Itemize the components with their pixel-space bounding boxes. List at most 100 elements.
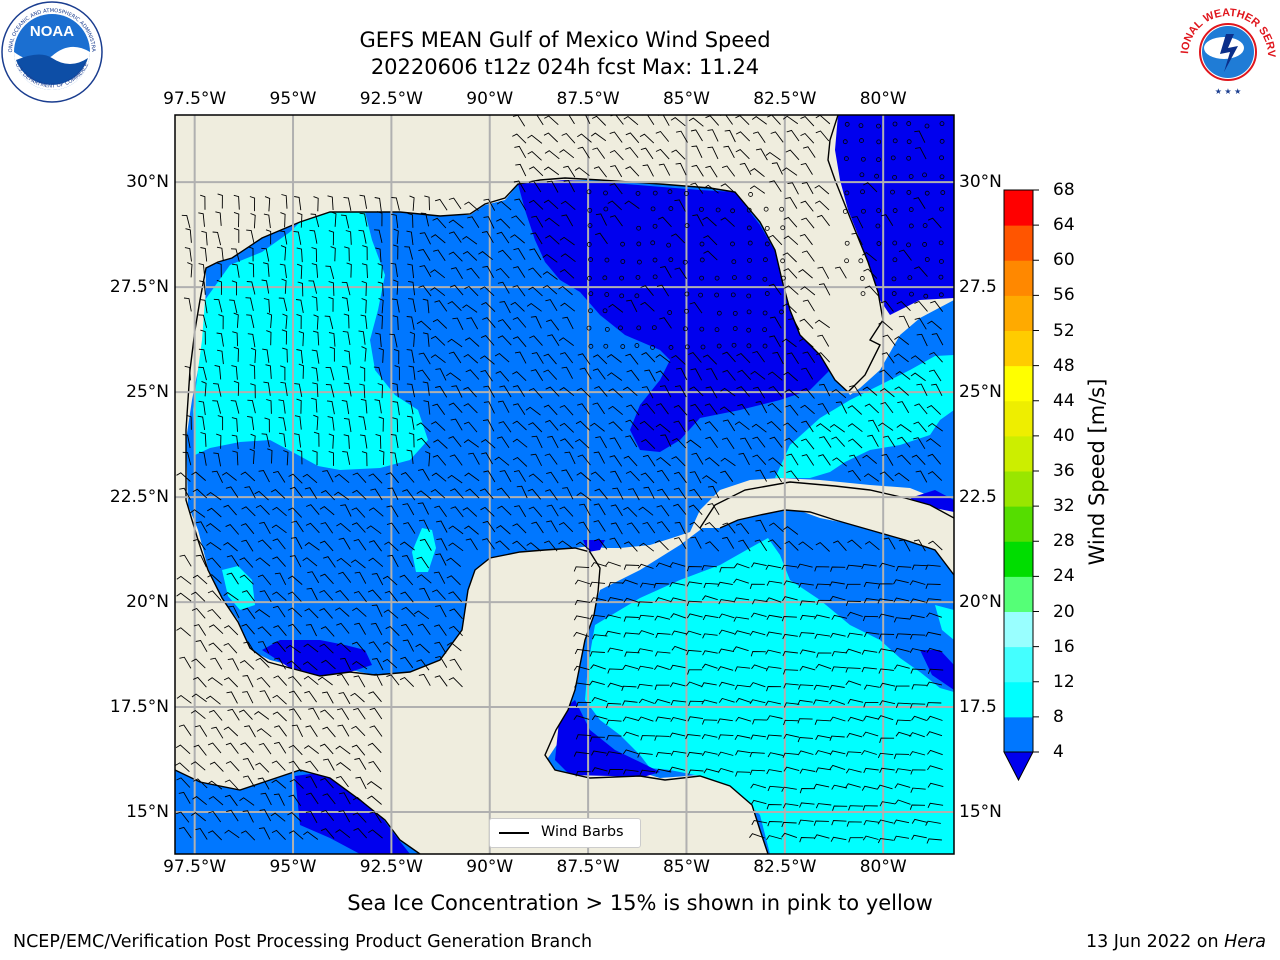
wind-barb xyxy=(654,540,669,551)
wind-barb xyxy=(483,198,496,211)
wind-barb xyxy=(211,726,224,739)
wind-barb xyxy=(703,250,718,261)
wind-barb xyxy=(895,633,911,639)
calm-wind-marker xyxy=(874,173,879,179)
wind-barb xyxy=(559,387,575,397)
wind-barb xyxy=(181,214,191,229)
calm-wind-marker xyxy=(619,293,625,299)
wind-barb xyxy=(384,590,398,602)
wind-barb xyxy=(371,673,383,686)
wind-barb xyxy=(898,315,910,329)
wind-barb xyxy=(335,745,351,755)
calm-wind-marker xyxy=(636,241,642,247)
wind-barb xyxy=(368,760,382,773)
wind-barb xyxy=(408,365,416,380)
wind-barb xyxy=(752,719,768,725)
wind-barb xyxy=(296,247,303,263)
wind-barb xyxy=(559,149,575,159)
wind-barb xyxy=(482,538,495,550)
wind-barb xyxy=(278,297,288,312)
wind-barb xyxy=(690,403,704,416)
calm-wind-marker xyxy=(844,258,849,264)
wind-barb xyxy=(749,769,766,776)
wind-barb xyxy=(766,769,782,775)
wind-barb xyxy=(829,716,846,722)
calm-wind-marker xyxy=(668,206,674,211)
wind-barb xyxy=(271,779,287,789)
wind-barb xyxy=(559,506,574,517)
wind-barb xyxy=(328,230,335,246)
wind-barb xyxy=(430,234,446,244)
wind-barb xyxy=(368,557,384,567)
wind-barb xyxy=(641,115,655,126)
calm-wind-marker xyxy=(731,259,737,265)
wind-barb xyxy=(671,354,686,365)
calm-wind-marker xyxy=(892,240,898,246)
wind-barb xyxy=(176,694,192,704)
wind-barb xyxy=(573,751,590,757)
wind-barb xyxy=(479,286,495,297)
calm-wind-marker xyxy=(746,327,752,333)
calm-wind-marker xyxy=(844,190,850,196)
wind-barb xyxy=(378,347,384,363)
wind-barb xyxy=(209,761,224,772)
lon-tick-label-top: 82.5°W xyxy=(753,89,817,109)
wind-barb xyxy=(797,737,813,743)
wind-barb xyxy=(783,733,800,739)
wind-barb xyxy=(358,330,366,345)
calm-wind-marker xyxy=(762,327,768,333)
wind-barb xyxy=(815,750,831,756)
wind-barb xyxy=(749,583,765,590)
wind-barb xyxy=(814,719,830,725)
wind-barb xyxy=(784,389,800,399)
wind-barb xyxy=(528,166,544,177)
wind-barb xyxy=(250,383,256,399)
wind-barb xyxy=(831,784,848,790)
wind-barb xyxy=(288,690,302,702)
footer-date: 13 Jun 2022 on Hera xyxy=(1086,932,1266,952)
wind-barb xyxy=(328,450,334,466)
wind-barb xyxy=(702,633,718,639)
calm-wind-marker xyxy=(636,325,642,331)
wind-barb xyxy=(546,471,559,484)
wind-barb xyxy=(297,281,304,297)
wind-barb xyxy=(609,183,623,195)
wind-barb xyxy=(371,658,384,671)
wind-barb xyxy=(416,659,430,671)
wind-barb xyxy=(894,783,911,789)
wind-barb xyxy=(296,313,302,330)
wind-barb xyxy=(231,280,238,296)
wind-barb xyxy=(320,828,335,839)
wind-barb xyxy=(400,472,415,483)
wind-barb xyxy=(250,347,257,364)
wind-barb xyxy=(354,571,367,584)
wind-barb xyxy=(386,522,400,534)
wind-barb xyxy=(766,421,782,431)
wind-barb xyxy=(207,830,223,841)
calm-wind-marker xyxy=(859,138,864,143)
wind-barb xyxy=(782,669,799,675)
wind-barb xyxy=(498,421,512,433)
wind-barb xyxy=(274,572,287,585)
wind-barb xyxy=(281,278,287,294)
wind-barb xyxy=(720,457,736,467)
wind-barb xyxy=(497,319,512,330)
calm-wind-marker xyxy=(892,138,898,144)
wind-barb xyxy=(670,613,687,619)
footer-host: Hera xyxy=(1224,932,1266,952)
noaa-logo: NOAA NATIONAL OCEANIC AND ATMOSPHERIC AD… xyxy=(0,0,103,103)
wind-barb xyxy=(686,613,703,619)
calm-wind-marker xyxy=(858,258,864,264)
wind-barb xyxy=(228,605,240,619)
wind-barb xyxy=(702,216,717,227)
wind-barb xyxy=(336,762,351,771)
calm-wind-marker xyxy=(700,344,706,350)
wind-barb xyxy=(259,809,272,822)
wind-barb xyxy=(816,652,832,658)
wind-barb xyxy=(530,453,543,467)
calm-wind-marker xyxy=(652,274,658,280)
wind-barb xyxy=(797,563,813,569)
wind-barb xyxy=(448,591,462,602)
wind-barb xyxy=(513,180,526,193)
wind-barb xyxy=(915,147,927,160)
